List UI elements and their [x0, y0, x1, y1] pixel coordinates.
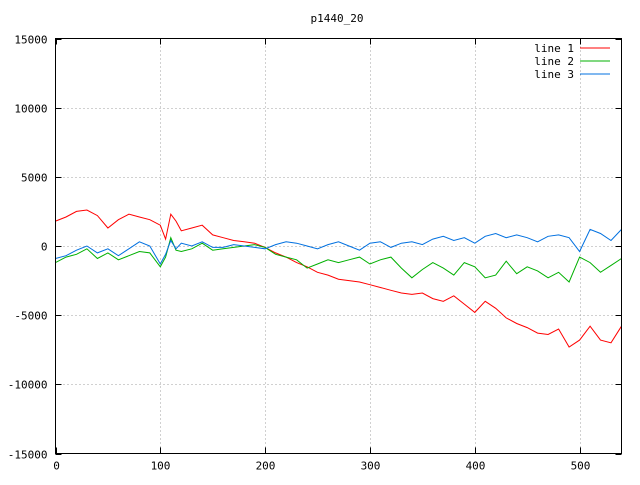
- y-tick-label: 5000: [21, 172, 48, 185]
- legend-label: line 1: [534, 42, 574, 55]
- y-tick-label: 10000: [14, 103, 47, 116]
- chart-title: p1440_20: [311, 12, 364, 25]
- series-line-3: [55, 228, 622, 266]
- axis-ticks: 0 100 200 300 400 500 -15000 -10000 -5000 0 5000 10…: [8, 34, 622, 473]
- x-tick-label: 0: [53, 460, 60, 473]
- grid-lines: [55, 38, 622, 454]
- x-tick-label: 200: [256, 460, 276, 473]
- legend-label: line 2: [534, 55, 574, 68]
- y-tick-label: 15000: [14, 34, 47, 47]
- legend-label: line 3: [534, 68, 574, 81]
- series-lines: [55, 209, 622, 348]
- x-tick-label: 400: [466, 460, 486, 473]
- x-tick-label: 100: [151, 460, 171, 473]
- series-line-1: [55, 209, 622, 348]
- series-line-2: [55, 236, 622, 283]
- x-tick-label: 500: [571, 460, 591, 473]
- y-tick-label: -10000: [8, 379, 48, 392]
- y-tick-label: 0: [41, 241, 48, 254]
- x-tick-label: 300: [361, 460, 381, 473]
- y-tick-label: -5000: [14, 310, 47, 323]
- y-tick-label: -15000: [8, 449, 48, 462]
